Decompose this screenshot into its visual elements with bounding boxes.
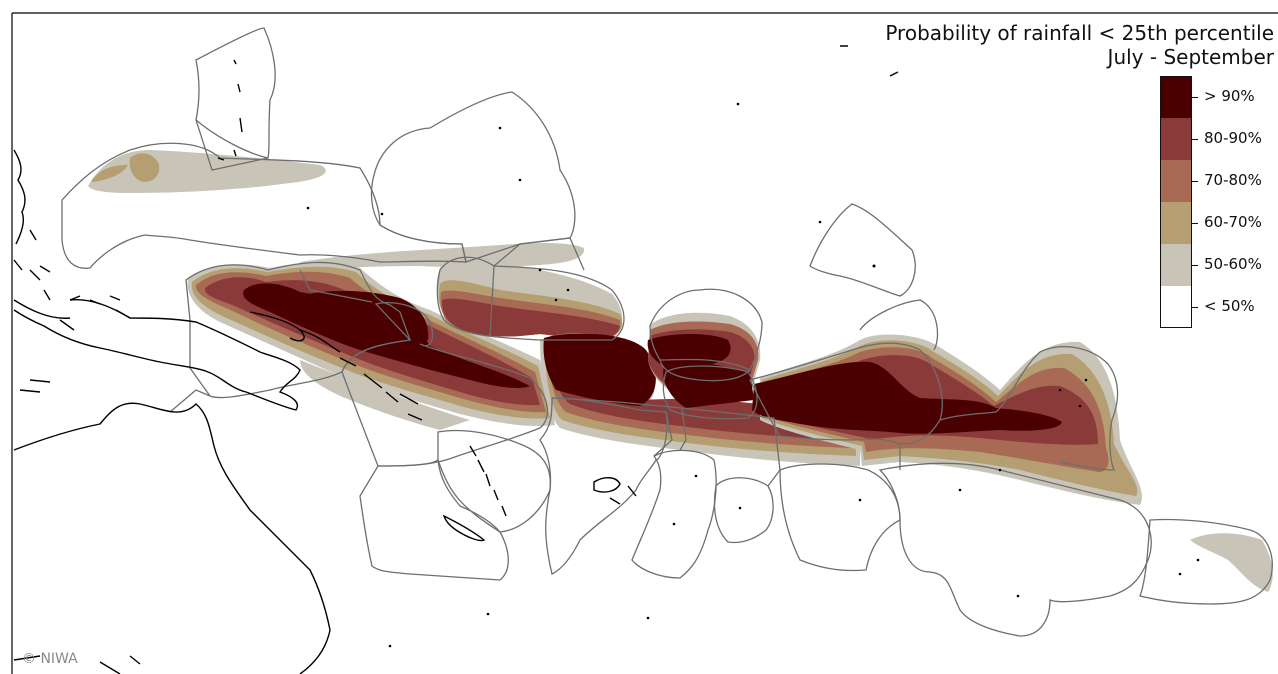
boundary-niue: [780, 464, 900, 571]
boundary-tokelau: [810, 204, 937, 350]
boundary-wallis: [632, 450, 716, 578]
coast-north-dots: [218, 46, 898, 160]
atoll-dot: [1059, 389, 1062, 392]
legend-tick: [1192, 307, 1198, 308]
map-subtitle: July - September: [1108, 45, 1274, 69]
atoll-dot: [673, 523, 676, 526]
atoll-dot: [567, 289, 570, 292]
atoll-dot: [381, 213, 384, 216]
legend-border: [1160, 76, 1192, 328]
atoll-dot: [873, 265, 876, 268]
atoll-dot: [389, 645, 392, 648]
atoll-dot: [859, 499, 862, 502]
atoll-dot: [647, 617, 650, 620]
atoll-dot: [519, 179, 522, 182]
legend-tick: [1192, 97, 1198, 98]
atoll-dot: [819, 221, 822, 224]
legend-label: 80-90%: [1204, 129, 1262, 147]
coast-vanuatu: [470, 446, 506, 516]
atoll-dot: [1079, 405, 1082, 408]
legend-tick: [1192, 223, 1198, 224]
atoll-dot: [695, 475, 698, 478]
atoll-dot: [1085, 379, 1088, 382]
legend-label: 60-70%: [1204, 213, 1262, 231]
coast-philippines: [14, 150, 50, 300]
coast-fiji: [594, 478, 636, 504]
atoll-dot: [999, 469, 1002, 472]
coast-sulawesi-islands: [14, 296, 130, 392]
coast-australia: [14, 403, 330, 674]
boundary-vanuatu: [438, 431, 550, 533]
legend-tick: [1192, 139, 1198, 140]
atoll-dot: [307, 207, 310, 210]
copyright-notice: © NIWA: [22, 651, 78, 667]
legend-label: < 50%: [1204, 297, 1255, 315]
legend-label: 70-80%: [1204, 171, 1262, 189]
map-title: Probability of rainfall < 25th percentil…: [885, 21, 1274, 45]
legend-tick: [1192, 181, 1198, 182]
shade-50-60-north: [88, 150, 326, 193]
atoll-dot: [555, 299, 558, 302]
atoll-dot: [487, 613, 490, 616]
coast-new-caledonia: [444, 516, 484, 541]
atoll-dot: [959, 489, 962, 492]
shade-50-60-fareast: [1190, 533, 1273, 592]
atoll-dot: [499, 127, 502, 130]
boundary-marshall: [372, 92, 575, 262]
atoll-dot: [1179, 573, 1182, 576]
boundary-tonga-north: [715, 478, 774, 543]
atoll-dot: [1017, 595, 1020, 598]
legend-label: 50-60%: [1204, 255, 1262, 273]
boundary-palau: [196, 28, 275, 170]
atoll-dot: [1197, 559, 1200, 562]
legend-tick: [1192, 265, 1198, 266]
atoll-dot: [539, 269, 542, 272]
atoll-dot: [737, 103, 740, 106]
atoll-dot: [739, 507, 742, 510]
legend-label: > 90%: [1204, 87, 1255, 105]
